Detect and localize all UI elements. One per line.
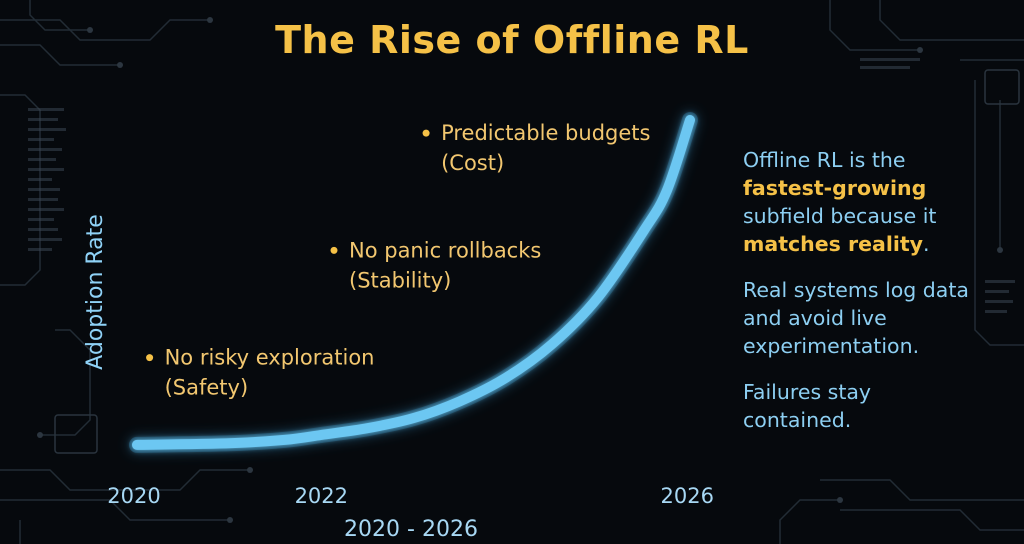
series-layer [129, 112, 698, 453]
series-0-line [132, 115, 695, 450]
highlight-matches-reality: matches reality [743, 232, 924, 256]
side-paragraph-1: Offline RL is the fastest-growing subfield… [743, 146, 1013, 258]
annotation-sublabel: (Safety) [165, 376, 249, 400]
y-axis-label: Adoption Rate [83, 214, 108, 370]
side-panel: Offline RL is the fastest-growing subfield… [743, 146, 1013, 452]
annotation-label: No risky exploration [165, 346, 375, 370]
side-paragraph-3: Failures stay contained. [743, 380, 872, 432]
annotation-sublabel: (Stability) [349, 268, 451, 292]
annotation-bullet [146, 354, 154, 362]
side-paragraph-2: Real systems log data and avoid live exp… [743, 278, 969, 358]
annotation-label: Predictable budgets [441, 121, 650, 145]
x-tick-label: 2020 [107, 484, 160, 508]
chart-axes [120, 110, 696, 474]
x-tick-label: 2026 [661, 484, 714, 508]
p1-part-c: subfield because it [743, 204, 937, 228]
p1-period: . [923, 232, 930, 256]
p1-part-a: Offline RL is the [743, 148, 906, 172]
x-axis-label: 2020 - 2026 [344, 517, 478, 542]
annotation-bullet [330, 246, 338, 254]
page-title: The Rise of Offline RL [275, 18, 749, 62]
x-tick-labels: 2020 2022 2026 [107, 484, 714, 508]
highlight-fastest-growing: fastest-growing [743, 176, 927, 200]
x-tick-label: 2022 [295, 484, 348, 508]
annotations: No risky exploration (Safety) No panic rol… [146, 121, 650, 400]
annotation-label: No panic rollbacks [349, 238, 541, 262]
annotation-sublabel: (Cost) [441, 151, 504, 175]
annotation-bullet [422, 129, 430, 137]
